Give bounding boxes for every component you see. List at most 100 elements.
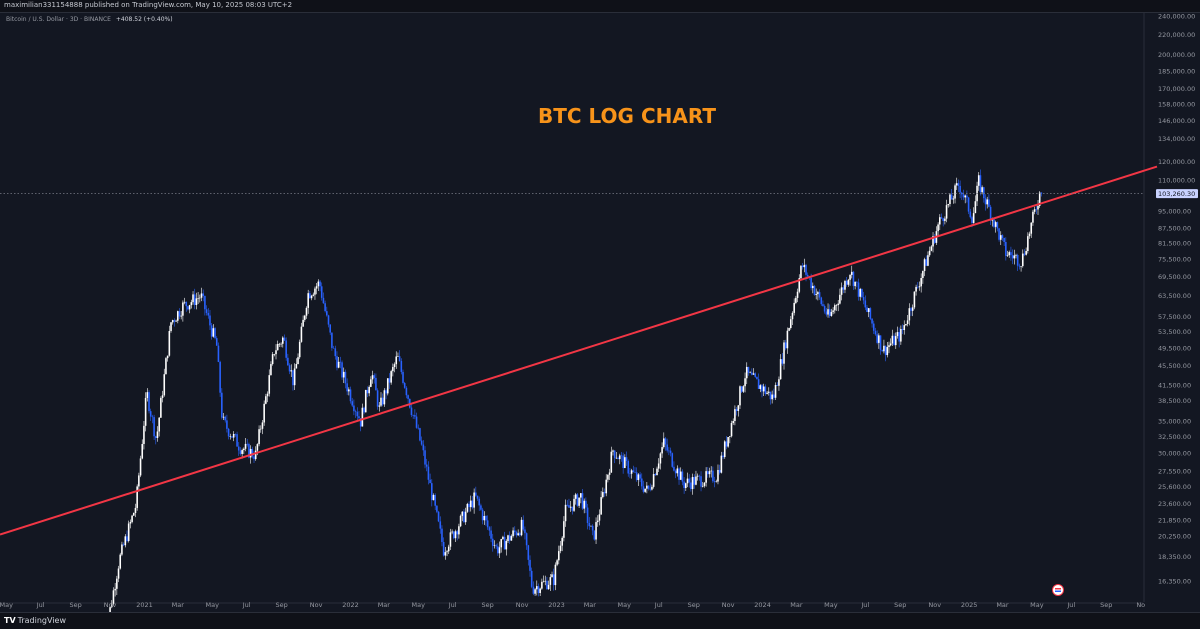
- candle: [774, 382, 777, 400]
- candle: [1006, 250, 1009, 258]
- candle-body: [1037, 205, 1039, 210]
- candle-body: [778, 379, 780, 386]
- candle-body: [972, 213, 975, 223]
- candle-body: [559, 545, 562, 552]
- candle: [187, 305, 189, 311]
- last-price-tag-bg: [1156, 189, 1198, 199]
- tradingview-logo[interactable]: TV TradingView: [4, 616, 66, 625]
- candle-body: [495, 545, 497, 547]
- candle-body: [195, 298, 198, 305]
- candle-body: [791, 312, 794, 320]
- candle-body: [578, 497, 580, 506]
- candle: [681, 469, 684, 486]
- candle-body: [862, 297, 865, 301]
- candle-body: [820, 297, 823, 305]
- candle-body: [591, 525, 594, 531]
- price-tick-label: 63,500.00: [1158, 292, 1191, 300]
- candle-body: [229, 436, 232, 437]
- candle-body: [876, 334, 878, 343]
- candle-body: [834, 305, 836, 311]
- candle: [859, 287, 862, 301]
- candle: [600, 491, 602, 515]
- candle: [813, 284, 816, 296]
- candle-body: [966, 195, 968, 198]
- candle-body: [745, 366, 748, 379]
- candle-body: [420, 440, 423, 445]
- candle-body: [884, 345, 887, 356]
- candle-body: [259, 428, 262, 430]
- tradingview-logo-icon: TV: [4, 616, 16, 625]
- candle: [696, 473, 699, 481]
- candle-body: [405, 387, 408, 396]
- candle: [568, 498, 570, 508]
- candle: [622, 452, 624, 474]
- candle-body: [546, 580, 548, 590]
- candle: [962, 189, 965, 201]
- candle: [485, 515, 487, 526]
- candle-body: [857, 282, 860, 297]
- candle-body: [693, 477, 696, 485]
- candle: [161, 390, 164, 403]
- candle-body: [373, 375, 376, 378]
- trendline[interactable]: [0, 165, 1158, 536]
- candle: [412, 414, 414, 419]
- candle: [110, 600, 113, 609]
- candle: [756, 376, 758, 380]
- candle: [996, 221, 999, 232]
- candle-body: [148, 392, 150, 412]
- candle-body: [241, 450, 243, 454]
- candle: [957, 179, 960, 192]
- candle-body: [789, 319, 792, 329]
- time-tick-label: Sep: [482, 601, 494, 609]
- candle: [390, 369, 392, 385]
- candle-body: [542, 581, 545, 582]
- candle-body: [209, 315, 211, 326]
- candle: [1011, 249, 1014, 265]
- candle-body: [583, 500, 585, 509]
- candle-body: [886, 347, 889, 356]
- candle-body: [696, 475, 699, 477]
- candle-body: [199, 297, 201, 299]
- candle: [610, 446, 613, 473]
- candle: [138, 472, 140, 492]
- candle-body: [519, 533, 521, 536]
- candle-body: [598, 514, 601, 521]
- candle-body: [351, 401, 354, 406]
- candle: [317, 279, 320, 291]
- candle: [205, 305, 208, 316]
- candle-body: [151, 416, 154, 418]
- candle: [180, 310, 182, 320]
- candle-body: [114, 588, 116, 591]
- price-tick-label: 75,500.00: [1158, 256, 1191, 264]
- candle-body: [483, 515, 486, 521]
- us-flag-icon[interactable]: [1052, 584, 1064, 596]
- candle: [310, 294, 313, 301]
- candle-body: [646, 485, 648, 489]
- candle-body: [651, 486, 653, 490]
- candle-body: [324, 303, 326, 312]
- candle-body: [942, 218, 944, 221]
- candle-body: [1005, 242, 1007, 256]
- candle: [993, 218, 995, 229]
- candle-body: [200, 293, 203, 298]
- candle: [341, 360, 343, 380]
- candle-body: [146, 392, 149, 398]
- candle: [373, 373, 376, 384]
- candle: [999, 231, 1002, 246]
- time-axis: May Jul Sep Nov 2021 Mar May Jul Sep Nov 2022 Mar Ma…: [0, 601, 1145, 609]
- candle-body: [585, 500, 587, 508]
- candle: [1023, 249, 1026, 257]
- candle-body: [486, 520, 489, 528]
- candle: [127, 520, 130, 543]
- candle: [850, 265, 853, 279]
- candle: [964, 194, 966, 204]
- symbol-info[interactable]: Bitcoin / U.S. Dollar · 3D · BINANCE +40…: [6, 16, 173, 23]
- candle-body: [669, 450, 672, 454]
- candle: [801, 263, 804, 270]
- candle-body: [723, 441, 726, 458]
- candle-body: [166, 355, 169, 359]
- candle: [878, 333, 880, 349]
- candle-body: [508, 535, 511, 541]
- candle-body: [856, 281, 858, 283]
